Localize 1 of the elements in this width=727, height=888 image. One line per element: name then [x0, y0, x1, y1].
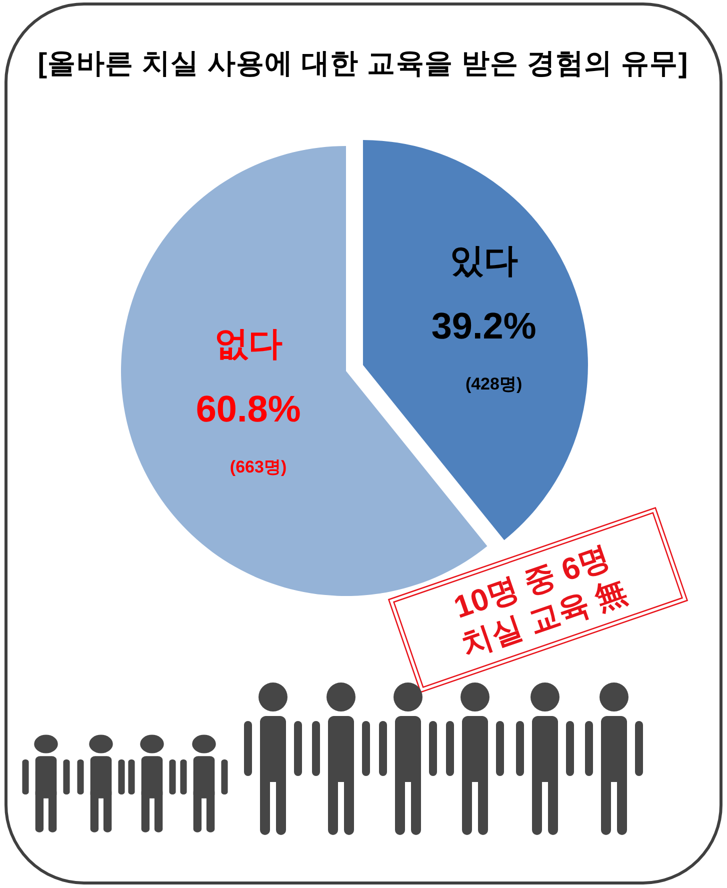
- title: [올바른 치실 사용에 대한 교육을 받은 경험의 유무]: [38, 48, 688, 78]
